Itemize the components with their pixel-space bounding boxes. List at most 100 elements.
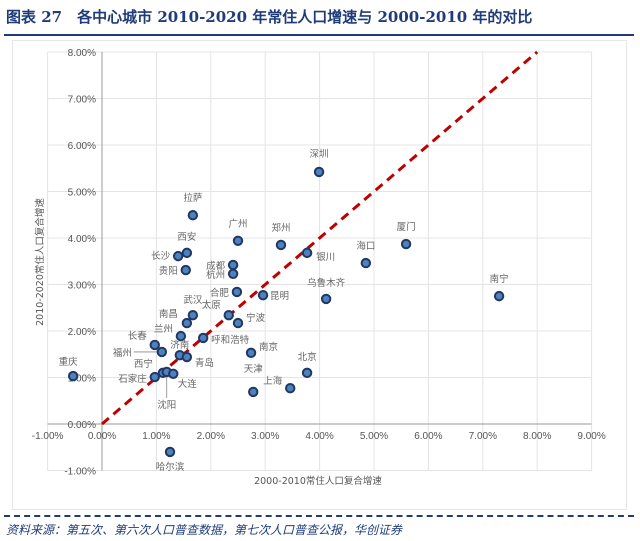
y-tick-label: 8.00%: [68, 48, 96, 59]
data-point: [181, 317, 193, 329]
x-tick-label: 9.00%: [577, 431, 605, 442]
source-note: 资料来源：第五次、第六次人口普查数据，第七次人口普查公报，华创证券: [6, 523, 403, 537]
point-label: 昆明: [270, 291, 289, 302]
data-point: [275, 239, 287, 251]
data-point: [320, 293, 332, 305]
point-label: 呼和浩特: [211, 334, 250, 346]
data-point: [257, 289, 269, 301]
point-label: 重庆: [59, 356, 79, 368]
point-label: 南京: [259, 341, 278, 353]
data-point: [180, 264, 191, 276]
point-label: 宁波: [246, 312, 266, 324]
data-point: [227, 259, 239, 271]
data-point: [227, 268, 239, 280]
point-label: 兰州: [154, 323, 173, 335]
data-point: [187, 309, 199, 321]
data-point: [175, 330, 187, 342]
point-label: 西安: [177, 231, 196, 243]
data-point: [149, 339, 160, 351]
data-point: [285, 382, 296, 394]
data-point: [232, 235, 244, 246]
data-point: [197, 332, 209, 344]
point-label: 太原: [202, 299, 221, 311]
point-label: 乌鲁木齐: [307, 277, 346, 289]
point-label: 长沙: [151, 250, 171, 262]
data-point: [164, 446, 176, 458]
x-tick-label: -1.00%: [32, 431, 64, 442]
x-tick-label: 4.00%: [305, 431, 333, 442]
point-label: 南昌: [159, 308, 178, 320]
point-label: 西宁: [134, 358, 153, 370]
data-point: [181, 247, 193, 259]
y-tick-label: -1.00%: [64, 467, 96, 478]
x-tick-label: 6.00%: [414, 431, 442, 442]
point-label: 北京: [298, 351, 317, 363]
data-points: [67, 166, 505, 458]
x-tick-label: 1.00%: [142, 431, 170, 442]
x-tick-label: 2.00%: [197, 431, 225, 442]
data-point: [245, 347, 257, 359]
data-point: [181, 351, 193, 363]
point-label: 厦门: [397, 221, 416, 233]
point-label: 贵阳: [159, 265, 178, 277]
data-point: [168, 368, 179, 379]
title-divider: [4, 34, 634, 36]
point-label: 福州: [113, 347, 132, 359]
point-label: 石家庄: [118, 373, 147, 385]
data-point: [67, 370, 79, 382]
point-label: 济南: [170, 339, 189, 351]
x-tick-label: 3.00%: [251, 431, 279, 442]
x-tick-label: 7.00%: [469, 431, 497, 442]
data-point: [301, 367, 313, 379]
data-point: [232, 317, 244, 329]
y-tick-label: 1.00%: [68, 374, 96, 385]
data-point: [187, 210, 199, 221]
y-axis-label: 2010-2020常住人口复合增速: [34, 198, 46, 326]
data-point: [149, 371, 160, 383]
data-point: [313, 166, 325, 178]
data-point: [156, 346, 168, 358]
label-leader-lines: [133, 351, 168, 398]
x-axis-label: 2000-2010常住人口复合增速: [254, 475, 382, 487]
x-tick-label: 0.00%: [88, 431, 116, 442]
y-tick-label: 2.00%: [68, 327, 96, 338]
data-point: [301, 247, 313, 259]
point-label: 大连: [178, 378, 198, 390]
axes: [47, 52, 592, 471]
point-label: 银川: [316, 251, 335, 263]
data-point: [493, 290, 505, 302]
point-label: 杭州: [206, 269, 225, 281]
point-label: 青岛: [195, 357, 214, 369]
point-label: 郑州: [271, 222, 290, 234]
point-label: 成都: [206, 260, 226, 272]
point-label: 武汉: [183, 294, 203, 306]
y-tick-label: 0.00%: [68, 420, 96, 431]
data-point: [400, 238, 412, 250]
x-tick-label: 5.00%: [360, 431, 388, 442]
data-point: [360, 257, 372, 269]
data-point: [172, 250, 184, 262]
point-label: 哈尔滨: [156, 461, 185, 473]
point-label: 深圳: [310, 149, 329, 160]
point-label: 海口: [356, 240, 375, 252]
point-label: 南宁: [490, 273, 509, 285]
tick-labels: -1.00% 0.00% 1.00% 2.00% 3.00% 4.00% 5.00% 6.00…: [32, 48, 606, 478]
point-label: 长春: [128, 330, 148, 342]
point-label: 上海: [263, 375, 283, 387]
data-point: [248, 386, 259, 398]
data-point: [231, 286, 243, 298]
y-tick-label: 7.00%: [68, 95, 96, 106]
point-label: 拉萨: [183, 192, 203, 204]
point-label: 天津: [244, 364, 264, 375]
point-label: 合肥: [210, 287, 230, 299]
figure-title: 图表 27 各中心城市 2010-2020 年常住人口增速与 2000-2010…: [6, 8, 533, 26]
x-tick-label: 8.00%: [523, 431, 551, 442]
point-label: 广州: [228, 218, 247, 230]
footer-divider: [4, 515, 634, 517]
point-label: 沈阳: [157, 399, 176, 411]
reference-line-y-equals-x: [101, 50, 539, 426]
y-tick-label: 5.00%: [68, 188, 96, 199]
y-tick-label: 3.00%: [68, 281, 96, 292]
